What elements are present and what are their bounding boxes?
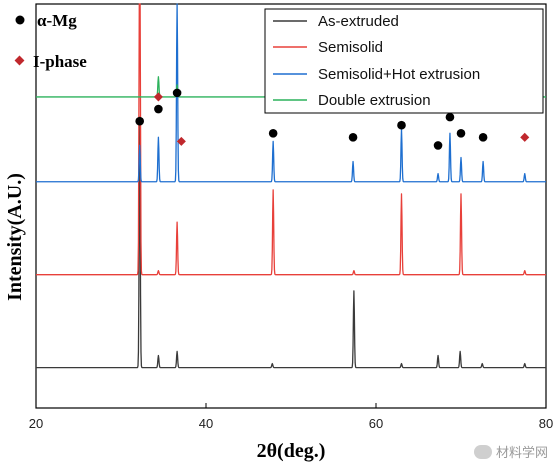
i-phase-marker-3	[520, 132, 530, 142]
alpha-mg-marker-6	[433, 141, 443, 150]
plot-frame	[35, 3, 547, 409]
legend: As-extruded Semisolid Semisolid+Hot extr…	[264, 8, 544, 114]
i-phase-key-marker	[14, 55, 25, 66]
legend-label-semisolid: Semisolid	[318, 39, 383, 56]
alpha-mg-marker-1	[154, 104, 163, 114]
series-line-semisolid-hot-extrusion	[35, 3, 547, 183]
i-phase-marker-0	[153, 92, 163, 102]
legend-box	[264, 8, 544, 114]
alpha-mg-marker-9	[478, 133, 488, 142]
i-phase-key-label: I-phase	[33, 52, 87, 71]
x-tick-label-60: 60	[369, 416, 383, 431]
alpha-mg-marker-0	[135, 116, 144, 126]
legend-label-as-extruded: As-extruded	[318, 13, 399, 30]
phase-key: α-Mg I-phase	[14, 11, 87, 71]
legend-label-double-extrusion: Double extrusion	[318, 92, 431, 109]
x-tick-label-80: 80	[539, 416, 553, 431]
x-tick-label-20: 20	[29, 416, 43, 431]
x-tick-label-40: 40	[199, 416, 213, 431]
alpha-mg-marker-7	[445, 112, 455, 122]
alpha-mg-marker-5	[397, 120, 406, 130]
alpha-mg-marker-4	[348, 133, 358, 142]
marker-layer	[135, 88, 530, 150]
y-axis-title: Intensity(A.U.)	[4, 173, 26, 301]
series-line-semisolid	[35, 3, 547, 276]
x-ticks: 20 40 60 80	[29, 403, 553, 431]
alpha-mg-marker-8	[456, 128, 466, 138]
alpha-mg-marker-2	[172, 88, 182, 98]
x-axis-title: 2θ(deg.)	[257, 440, 326, 462]
legend-label-semisolid-hot-extrusion: Semisolid+Hot extrusion	[318, 66, 480, 83]
series-line-as-extruded	[35, 116, 547, 369]
watermark: 材料学网	[473, 442, 548, 461]
alpha-mg-key-label: α-Mg	[37, 11, 77, 30]
alpha-mg-marker-3	[268, 128, 278, 138]
wechat-icon	[473, 444, 492, 459]
alpha-mg-key-marker	[15, 15, 25, 25]
watermark-text: 材料学网	[495, 446, 548, 461]
